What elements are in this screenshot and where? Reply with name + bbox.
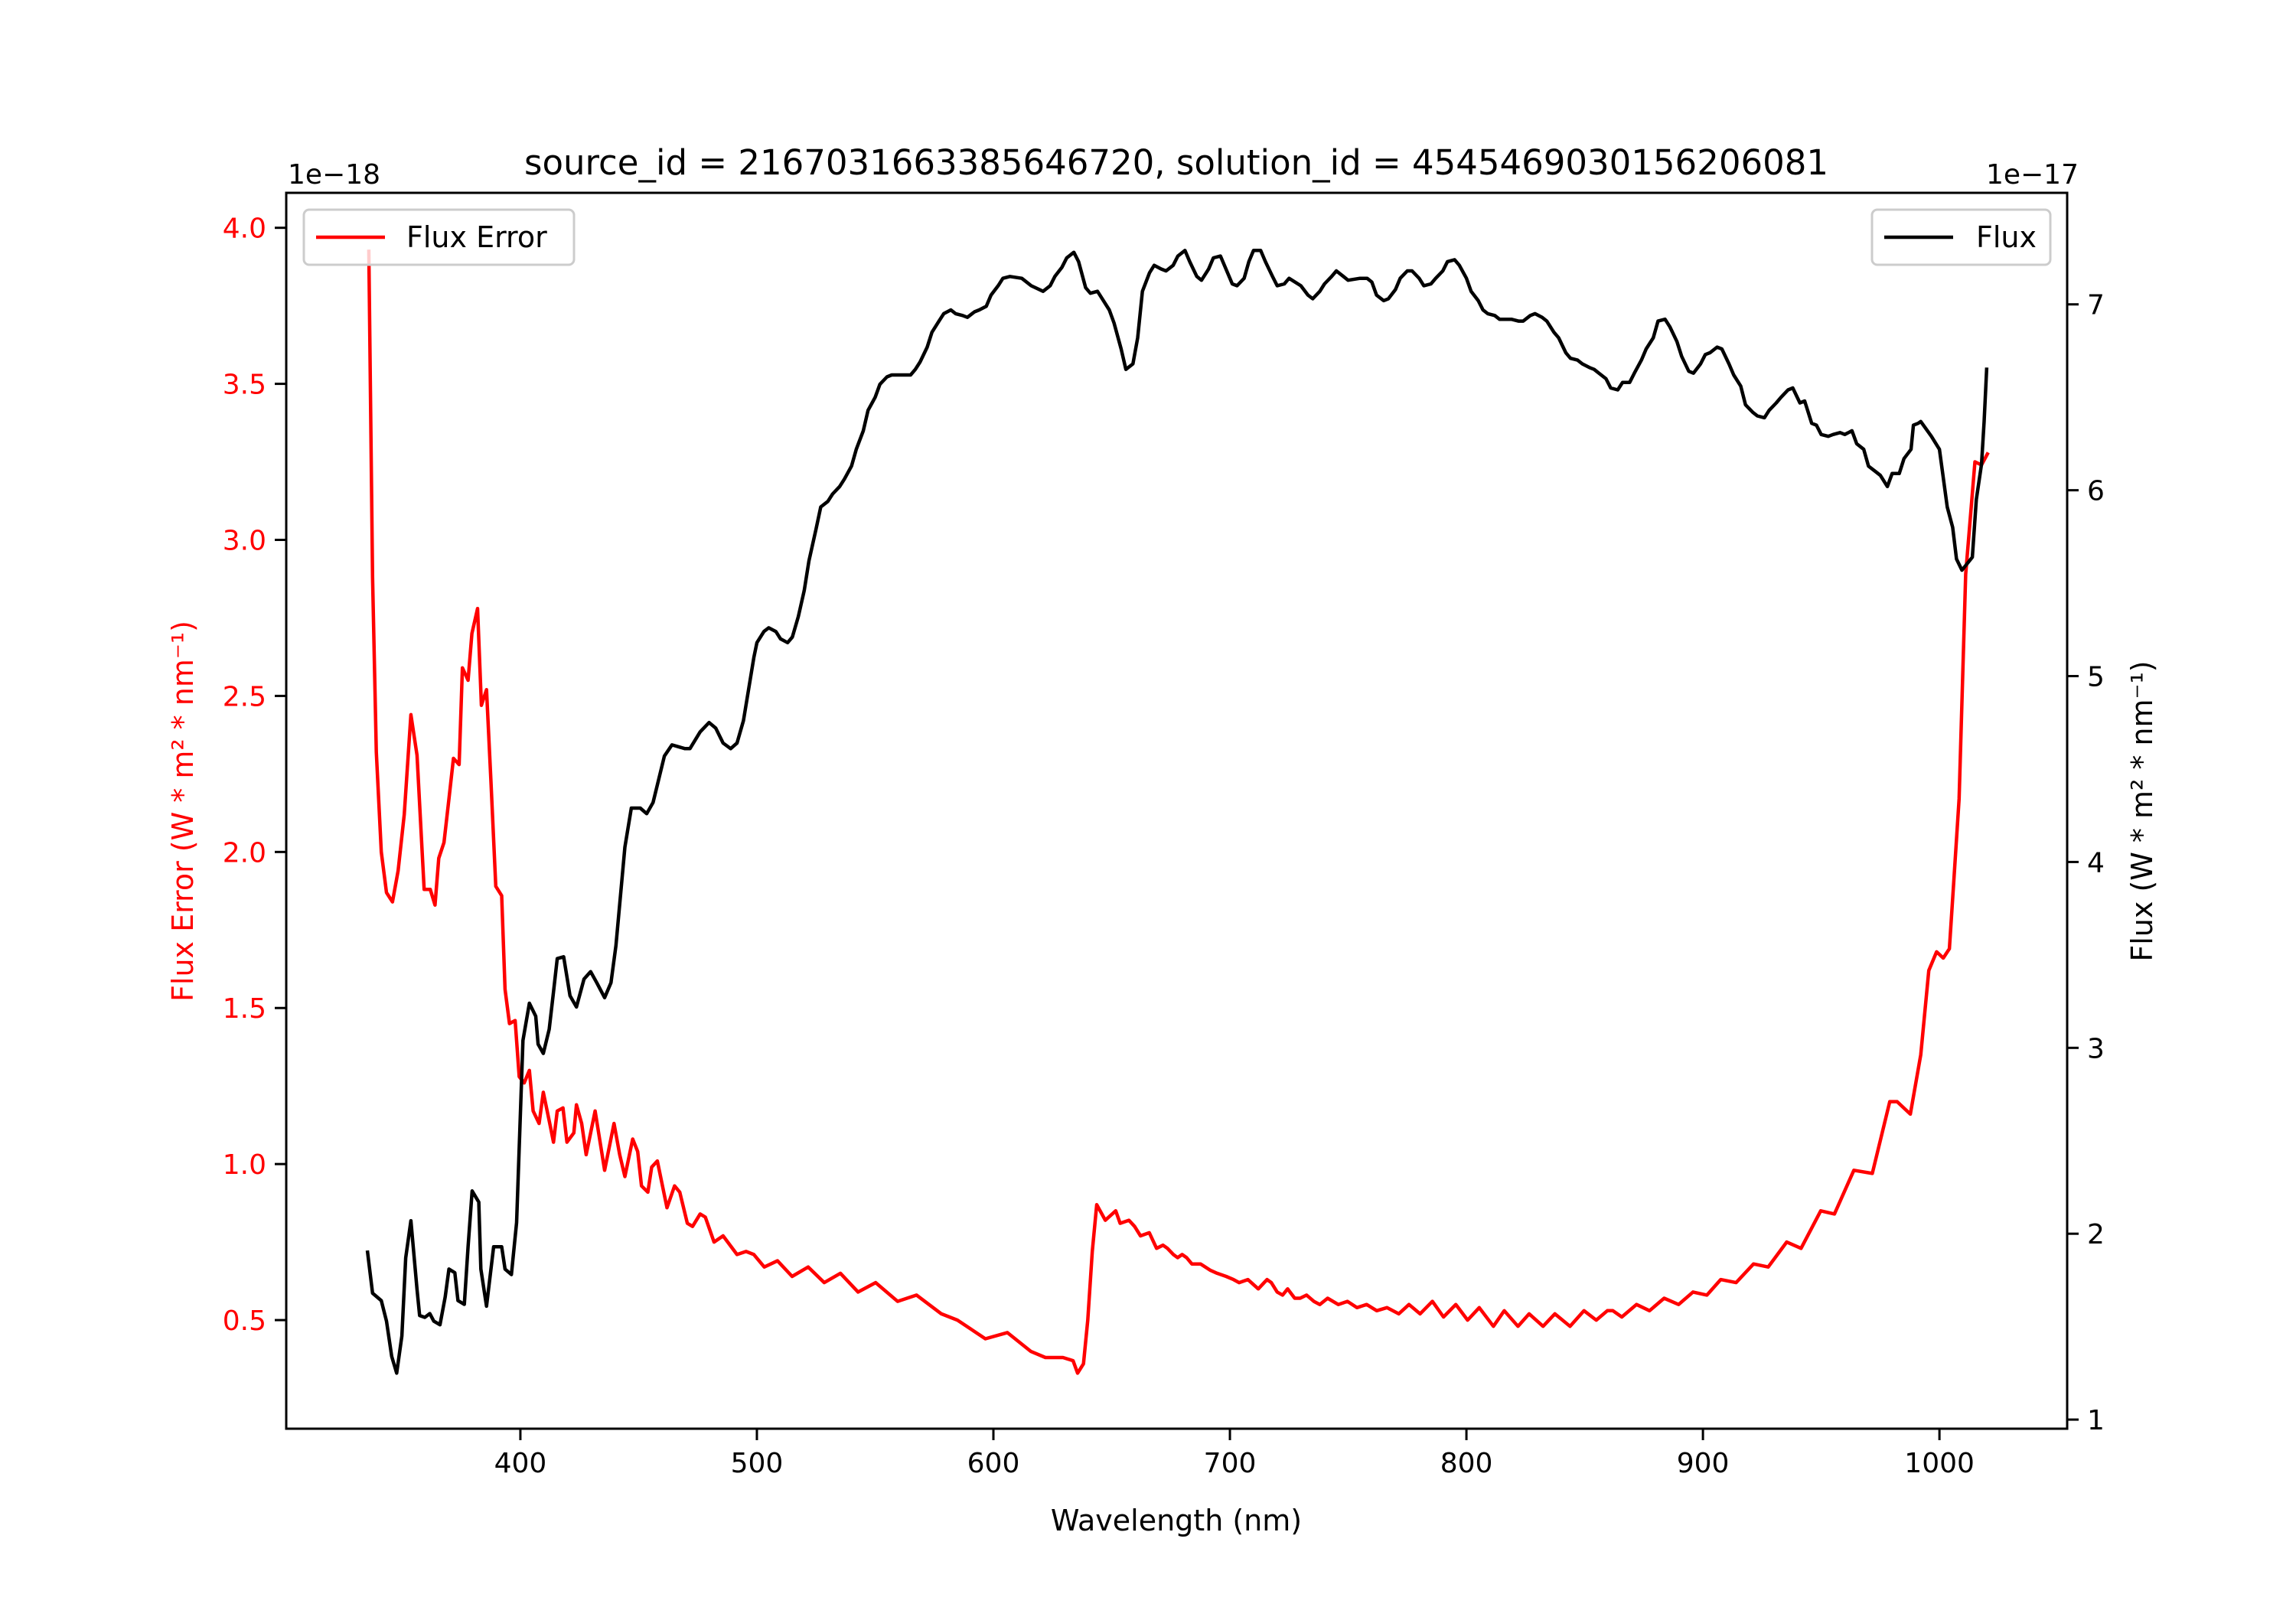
chart-title: source_id = 2167031663385646720, solutio… — [524, 142, 1828, 183]
left-axis-label: Flux Error (W * m² * nm⁻¹) — [166, 621, 200, 1002]
x-tick-label: 700 — [1204, 1448, 1257, 1479]
right-y-tick-label: 1 — [2087, 1405, 2105, 1436]
x-tick-label: 400 — [494, 1448, 547, 1479]
right-axis-label: Flux (W * m² * nm⁻¹) — [2125, 660, 2159, 961]
left-y-tick-label: 2.0 — [223, 837, 266, 869]
right-y-tick-label: 2 — [2087, 1219, 2105, 1250]
x-tick-label: 1000 — [1904, 1448, 1975, 1479]
series-line-flux-error — [367, 249, 1990, 1375]
left-y-tick-label: 2.5 — [223, 681, 266, 712]
legend-label: Flux Error — [406, 220, 547, 254]
x-tick-label: 600 — [967, 1448, 1020, 1479]
legend-flux-error: Flux Error — [302, 208, 576, 266]
legend-box — [302, 208, 576, 266]
series-line-flux — [365, 249, 1989, 1375]
right-y-tick-label: 4 — [2087, 847, 2105, 878]
legend-label: Flux — [1976, 220, 2037, 254]
right-y-tick-label: 7 — [2087, 290, 2105, 321]
right-y-tick-label: 6 — [2087, 476, 2105, 507]
axes-frame — [285, 191, 2069, 1430]
x-tick-label: 500 — [731, 1448, 784, 1479]
left-y-tick-label: 4.0 — [223, 214, 266, 245]
right-y-tick-label: 3 — [2087, 1033, 2105, 1064]
legend-box — [1870, 208, 2052, 266]
x-tick-label: 900 — [1677, 1448, 1730, 1479]
axis-ticks: 400 500 600 700 800 900 1000 0.5 1.0 1.5 2.0 2.5 3.0… — [223, 214, 2105, 1479]
legend-flux: Flux — [1870, 208, 2052, 266]
right-y-tick-label: 5 — [2087, 662, 2105, 693]
plot-area — [365, 249, 1990, 1375]
left-y-tick-label: 0.5 — [223, 1305, 266, 1337]
left-y-tick-label: 3.0 — [223, 526, 266, 557]
right-axis-offset-text: 1e−17 — [1986, 159, 2079, 191]
left-axis-offset-text: 1e−18 — [288, 159, 380, 191]
x-tick-label: 800 — [1440, 1448, 1493, 1479]
x-axis-label: Wavelength (nm) — [1051, 1504, 1302, 1537]
left-y-tick-label: 3.5 — [223, 370, 266, 401]
left-y-tick-label: 1.0 — [223, 1149, 266, 1181]
left-y-tick-label: 1.5 — [223, 993, 266, 1025]
